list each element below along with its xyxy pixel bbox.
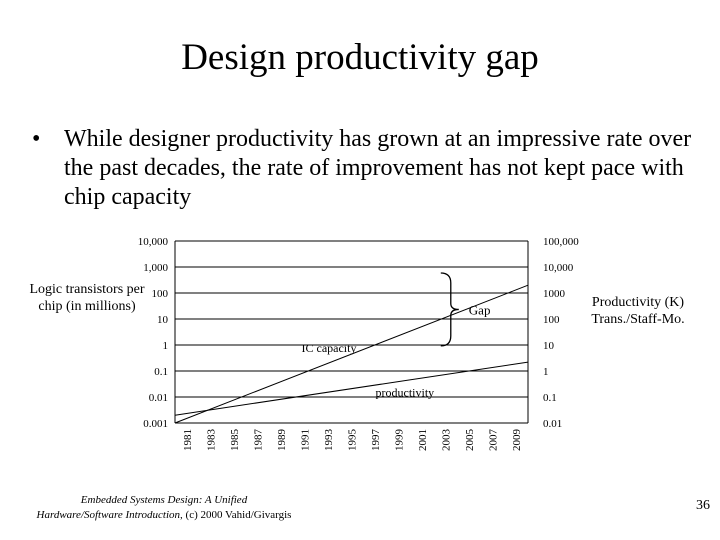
gap-label: Gap [469,302,491,317]
y-left-tick-label: 0.001 [143,418,168,430]
x-tick-label: 1981 [182,429,194,451]
x-tick-label: 1997 [370,429,382,452]
productivity-line [174,361,529,416]
x-tick-label: 2003 [441,429,453,452]
x-tick-label: 2009 [511,429,523,452]
page-number: 36 [696,498,710,513]
x-tick-label: 1983 [205,429,217,452]
x-tick-label: 1987 [252,429,264,452]
y-right-tick-label: 0.1 [543,392,557,404]
y-left-tick-label: 100 [152,288,169,300]
x-tick-label: 1991 [299,429,311,451]
y-right-tick-label: 100,000 [543,236,579,248]
x-tick-label: 1985 [229,429,241,452]
footer-citation: Embedded Systems Design: A Unified Hardw… [14,493,314,523]
y-right-tick-label: 1 [543,366,549,378]
y-left-tick-label: 10 [157,314,169,326]
gap-bracket [440,272,459,347]
slide-title: Design productivity gap [181,37,539,78]
y-right-tick-label: 10,000 [543,262,574,274]
y-right-tick-label: 10 [543,340,555,352]
y-right-axis-label: Productivity (K) Trans./Staff-Mo. [591,295,685,327]
y-left-tick-label: 1 [163,340,169,352]
footer-copyright: (c) 2000 Vahid/Givargis [185,509,292,521]
x-tick-label: 1989 [276,429,288,452]
x-tick-label: 2001 [417,429,429,451]
y-left-tick-label: 0.1 [154,366,168,378]
y-right-tick-label: 1000 [543,288,566,300]
x-tick-label: 1995 [347,429,359,452]
bullet-marker: • [32,126,41,152]
footer-line-2-row: Hardware/Software Introduction, (c) 2000… [14,508,314,523]
y-right-tick-label: 0.01 [543,418,562,430]
x-tick-label: 1993 [323,429,335,452]
ic-capacity-line [174,284,529,424]
ic-capacity-label: IC capacity [302,341,357,355]
y-left-tick-label: 0.01 [149,392,168,404]
x-tick-label: 2007 [488,429,500,452]
y-left-axis-label: Logic transistors per chip (in millions) [29,282,145,314]
x-tick-label: 2005 [464,429,476,452]
x-tick-label: 1999 [394,429,406,452]
y-right-tick-label: 100 [543,314,560,326]
bullet-text: While designer productivity has grown at… [64,126,692,210]
productivity-label: productivity [376,386,435,400]
y-left-tick-label: 1,000 [143,262,168,274]
footer-line-2: Hardware/Software Introduction, [36,509,183,521]
footer-line-1: Embedded Systems Design: A Unified [80,494,248,506]
y-left-tick-label: 10,000 [138,236,169,248]
